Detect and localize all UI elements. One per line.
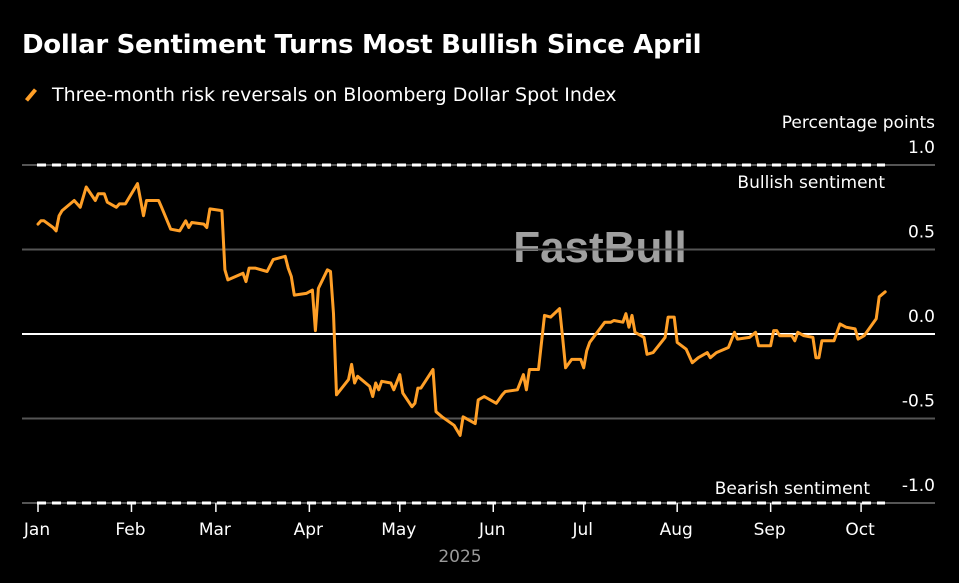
- x-tick-label: Apr: [294, 520, 323, 540]
- y-tick-label: 0.5: [908, 223, 935, 243]
- y-tick-label: -0.5: [902, 392, 935, 412]
- legend-label: Three-month risk reversals on Bloomberg …: [52, 84, 617, 106]
- watermark-logo: FastBull: [513, 223, 687, 272]
- x-tick-label: Sep: [754, 520, 786, 540]
- x-tick-label: Feb: [115, 520, 145, 540]
- y-axis-label: Percentage points: [782, 113, 935, 133]
- y-tick-label: -1.0: [902, 476, 935, 496]
- x-tick-label: Jul: [571, 520, 593, 540]
- x-tick-label: Mar: [199, 520, 231, 540]
- y-tick-label: 0.0: [908, 307, 935, 327]
- reference-label-bullish: Bullish sentiment: [737, 173, 885, 193]
- legend: Three-month risk reversals on Bloomberg …: [22, 84, 617, 106]
- x-axis-label: 2025: [438, 547, 481, 567]
- series-line: [36, 182, 887, 437]
- chart-title: Dollar Sentiment Turns Most Bullish Sinc…: [22, 30, 702, 60]
- reference-label-bearish: Bearish sentiment: [715, 479, 871, 499]
- x-tick-label: Aug: [660, 520, 693, 540]
- x-tick-label: Jun: [478, 520, 506, 540]
- x-tick-label: Jan: [23, 520, 50, 540]
- x-tick-label: Oct: [845, 520, 875, 540]
- x-tick-label: May: [381, 520, 416, 540]
- y-tick-label: 1.0: [908, 138, 935, 158]
